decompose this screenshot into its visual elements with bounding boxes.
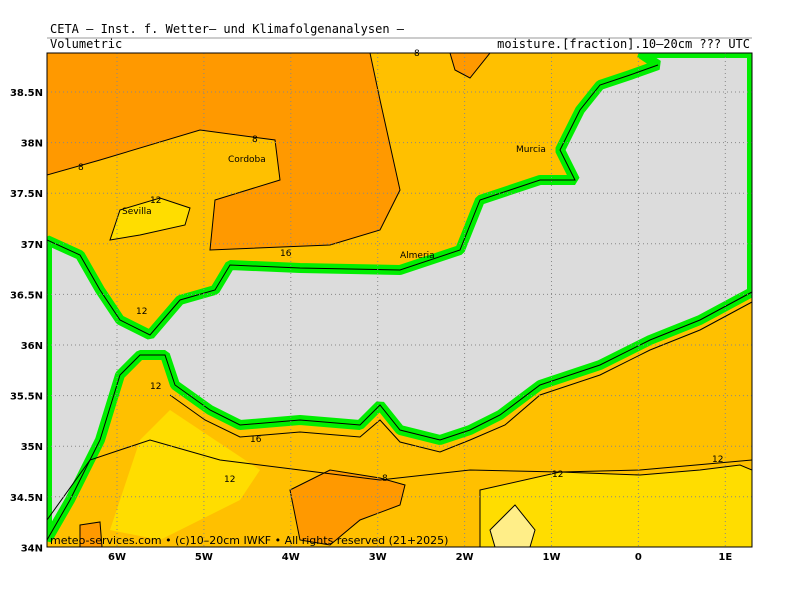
lat-label: 34.5N xyxy=(10,493,43,504)
footer: meteo-services.com • (c)10–20cm IWKF • A… xyxy=(50,534,448,547)
lon-label: 4W xyxy=(282,552,300,563)
contour-label: 8 xyxy=(414,49,420,59)
contour-label: 16 xyxy=(280,249,292,259)
lon-label: 6W xyxy=(108,552,126,563)
contour-label: 12 xyxy=(150,196,161,206)
left-label: Volumetric xyxy=(50,37,122,51)
map-frame xyxy=(46,52,753,548)
place-label: Murcia xyxy=(516,145,546,155)
contour-label: 12 xyxy=(136,307,147,317)
contour-label: 8 xyxy=(252,135,258,145)
dry-zone xyxy=(79,521,103,547)
lon-label: 0 xyxy=(635,552,642,563)
grid xyxy=(47,53,752,547)
contour-label: 16 xyxy=(250,435,262,445)
contour-label: 8 xyxy=(78,163,84,173)
place-label: Cordoba xyxy=(228,155,266,165)
contour-label: 12 xyxy=(150,382,161,392)
coast-contour xyxy=(47,291,752,541)
dry-zone xyxy=(289,469,406,546)
lat-label: 38.5N xyxy=(10,88,43,99)
lat-label: 36N xyxy=(21,341,43,352)
contour-label: 12 xyxy=(552,470,563,480)
lat-label: 38N xyxy=(21,139,43,150)
lat-label: 35N xyxy=(21,442,43,453)
lat-label: 34N xyxy=(21,543,43,554)
dry-zone xyxy=(449,53,491,79)
place-label: Almeria xyxy=(400,251,435,261)
lon-label: 1E xyxy=(718,552,732,563)
contour-label: 12 xyxy=(224,475,235,485)
lon-label: 2W xyxy=(456,552,474,563)
lon-label: 3W xyxy=(369,552,387,563)
institute: CETA – Inst. f. Wetter– und Klimafolgena… xyxy=(50,22,405,36)
dry-zone xyxy=(47,53,401,251)
lon-label: 5W xyxy=(195,552,213,563)
contour xyxy=(169,301,752,453)
lat-label: 37N xyxy=(21,240,43,251)
wet-zone xyxy=(109,197,191,241)
right-label: moisture.[fraction].10–20cm ??? UTC xyxy=(497,37,750,51)
contour-label: 8 xyxy=(382,474,388,484)
wet-zone xyxy=(479,464,752,547)
lat-label: 37.5N xyxy=(10,189,43,200)
lon-label: 1W xyxy=(543,552,561,563)
wet-zone xyxy=(110,410,260,540)
lat-label: 35.5N xyxy=(10,392,43,403)
wet-zone xyxy=(489,504,536,547)
coast-contour xyxy=(47,64,659,336)
map-area xyxy=(47,53,752,547)
place-label: Sevilla xyxy=(122,207,152,217)
contour xyxy=(47,439,752,521)
contour-label: 12 xyxy=(712,455,723,465)
lat-label: 36.5N xyxy=(10,290,43,301)
